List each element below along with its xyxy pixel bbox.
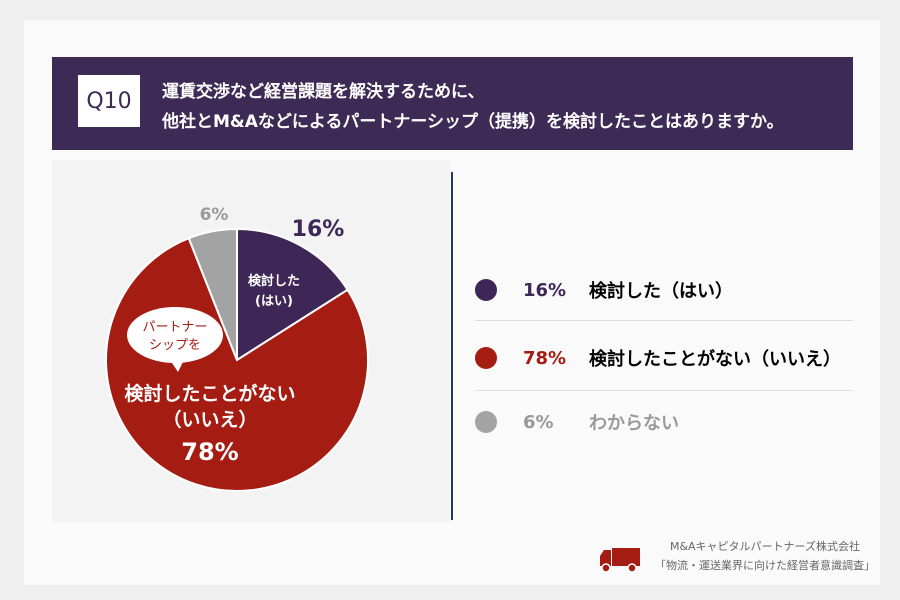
credit-company: M&Aキャピタルパートナーズ株式会社 xyxy=(669,540,861,553)
credit: M&Aキャピタルパートナーズ株式会社 「物流・運送業界に向けた経営者意識調査」 xyxy=(655,537,875,575)
label-no-inner-2: （いいえ） xyxy=(162,408,257,431)
legend-dot-no xyxy=(475,347,497,369)
label-yes-inner-2: (はい) xyxy=(255,294,293,309)
legend-dot-yes xyxy=(475,279,497,301)
legend-item-unknown: 6% わからない xyxy=(475,402,853,442)
legend-item-yes: 16% 検討した（はい） xyxy=(475,270,853,310)
label-no-inner-1: 検討したことがない xyxy=(124,382,295,405)
question-number: Q10 xyxy=(78,75,140,127)
truck-icon xyxy=(600,548,640,573)
legend-dot-unknown xyxy=(475,411,497,433)
bubble-line-1: パートナー xyxy=(142,320,207,335)
bubble-line-2: シップを xyxy=(149,338,201,353)
legend-label-unknown: わからない xyxy=(589,413,679,434)
pie-slice-yes xyxy=(236,227,349,362)
question-line-1: 運賃交渉など経営課題を解決するために、 xyxy=(162,82,485,102)
legend-label-yes: 検討した（はい） xyxy=(589,281,733,302)
legend-pct-no: 78% xyxy=(523,347,567,369)
pie-slice-unknown xyxy=(187,227,238,361)
legend-pct-unknown: 6% xyxy=(523,411,554,433)
legend-item-no: 78% 検討したことがない（いいえ） xyxy=(475,338,853,378)
credit-survey: 「物流・運送業界に向けた経営者意識調査」 xyxy=(655,559,875,572)
legend-divider xyxy=(475,320,853,321)
question-header: Q10 運賃交渉など経営課題を解決するために、 他社とM&Aなどによるパートナー… xyxy=(52,57,853,150)
divider-vertical xyxy=(451,172,453,520)
legend-label-no: 検討したことがない（いいえ） xyxy=(589,349,841,370)
question-text: 運賃交渉など経営課題を解決するために、 他社とM&Aなどによるパートナーシップ（… xyxy=(162,77,784,137)
label-unknown-pct: 6% xyxy=(200,205,229,225)
label-no-inner-3: 78% xyxy=(181,438,238,466)
label-yes-pct: 16% xyxy=(292,217,345,242)
question-line-2: 他社とM&Aなどによるパートナーシップ（提携）を検討したことはありますか。 xyxy=(162,112,784,132)
legend-pct-yes: 16% xyxy=(523,279,567,301)
speech-bubble: パートナー シップを xyxy=(127,307,223,372)
pie-slice-no xyxy=(105,236,369,492)
label-yes-inner-1: 検討した xyxy=(248,273,300,289)
legend-divider xyxy=(475,390,853,391)
